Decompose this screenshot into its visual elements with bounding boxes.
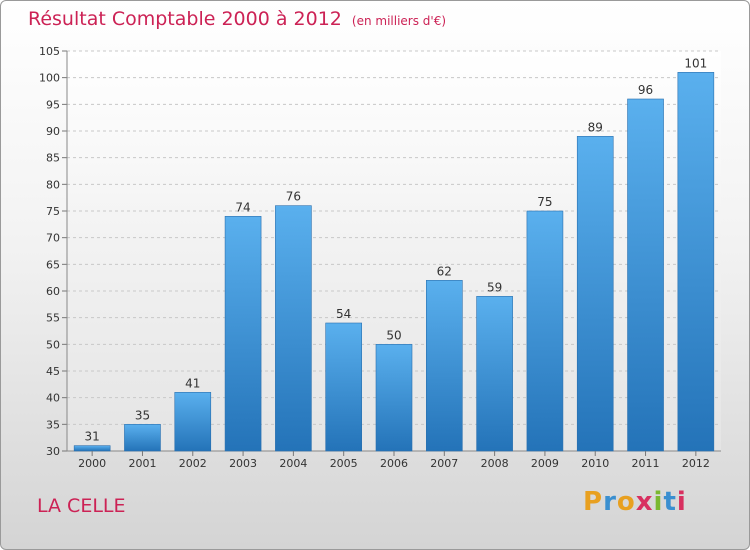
y-tick-label: 60 [46, 285, 60, 298]
bar [526, 210, 564, 452]
place-name: LA CELLE [37, 495, 126, 517]
y-tick-label: 65 [46, 258, 60, 271]
bar [174, 392, 212, 452]
data-label: 96 [638, 83, 653, 97]
data-label: 59 [487, 280, 502, 294]
data-label: 101 [684, 56, 707, 70]
data-label: 35 [135, 408, 150, 422]
logo-letter: r [603, 487, 617, 517]
data-label: 74 [235, 200, 250, 214]
y-tick-label: 100 [39, 72, 60, 85]
bar [677, 72, 715, 452]
bar [627, 98, 664, 452]
bar [325, 322, 362, 452]
y-tick-label: 95 [46, 98, 60, 111]
y-tick-label: 35 [46, 418, 60, 431]
x-tick-label: 2009 [531, 457, 559, 470]
logo-letter: i [653, 487, 664, 517]
chart-subtitle: (en milliers d'€) [351, 14, 447, 28]
data-label: 31 [85, 430, 100, 444]
data-label: 76 [286, 190, 301, 204]
x-tick-label: 2010 [581, 457, 609, 470]
data-label: 54 [336, 307, 351, 321]
y-tick-label: 30 [46, 445, 60, 458]
x-tick-label: 2000 [78, 457, 106, 470]
x-tick-label: 2008 [481, 457, 509, 470]
data-label: 75 [537, 195, 552, 209]
y-tick-label: 105 [39, 45, 60, 58]
data-label: 41 [185, 376, 200, 390]
y-tick-label: 90 [46, 125, 60, 138]
y-tick-label: 55 [46, 312, 60, 325]
x-tick-label: 2001 [128, 457, 156, 470]
data-label: 62 [437, 264, 452, 278]
y-tick-label: 75 [46, 205, 60, 218]
y-tick-label: 40 [46, 392, 60, 405]
logo-letter: o [616, 487, 636, 517]
logo-letter: P [583, 487, 604, 517]
data-label: 50 [386, 328, 401, 342]
x-tick-label: 2004 [279, 457, 307, 470]
x-tick-label: 2012 [682, 457, 710, 470]
chart-title-text: Résultat Comptable 2000 à 2012 [28, 8, 342, 30]
y-tick-label: 80 [46, 178, 60, 191]
logo-letter: x [635, 487, 654, 517]
x-tick-label: 2011 [632, 457, 660, 470]
bar [375, 344, 413, 452]
logo-letter: t [663, 487, 677, 517]
logo-letter: i [676, 487, 687, 517]
x-tick-label: 2005 [330, 457, 358, 470]
bar [73, 445, 111, 452]
proxiti-logo: Proxiti [583, 487, 687, 517]
y-tick-label: 50 [46, 338, 60, 351]
x-tick-label: 2007 [430, 457, 458, 470]
bar [576, 136, 614, 452]
x-tick-label: 2002 [179, 457, 207, 470]
y-tick-label: 85 [46, 152, 60, 165]
bar [476, 296, 513, 452]
y-tick-label: 45 [46, 365, 60, 378]
y-tick-label: 70 [46, 232, 60, 245]
data-label: 89 [588, 120, 603, 134]
x-tick-label: 2006 [380, 457, 408, 470]
bar [275, 205, 312, 452]
chart-title: Résultat Comptable 2000 à 2012 (en millie… [28, 8, 446, 30]
bar [124, 424, 161, 452]
bar [224, 216, 262, 452]
bar [426, 280, 463, 452]
x-tick-label: 2003 [229, 457, 257, 470]
